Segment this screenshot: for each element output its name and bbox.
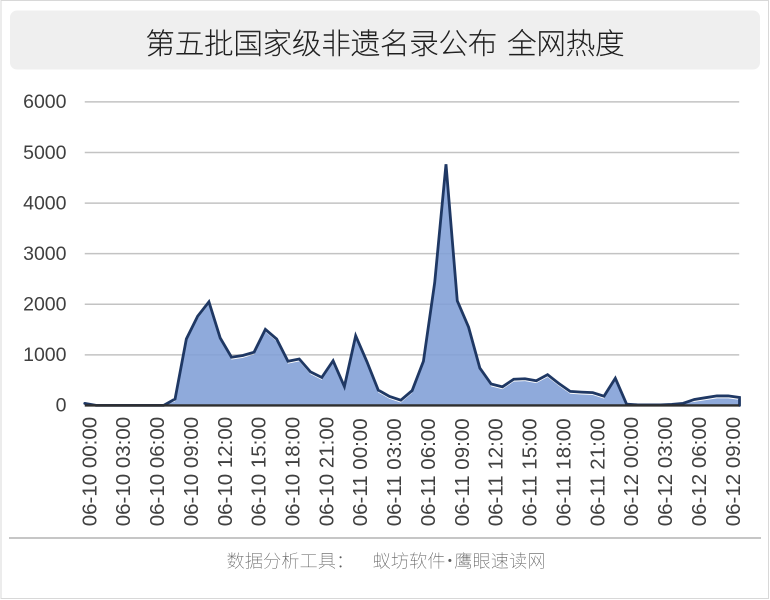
svg-text:3000: 3000 bbox=[23, 243, 67, 265]
svg-text:06-10 15:00: 06-10 15:00 bbox=[248, 417, 271, 526]
svg-text:06-10 18:00: 06-10 18:00 bbox=[282, 417, 305, 526]
svg-text:06-10 03:00: 06-10 03:00 bbox=[112, 417, 135, 526]
svg-text:06-10 12:00: 06-10 12:00 bbox=[214, 417, 237, 526]
svg-text:6000: 6000 bbox=[23, 91, 67, 113]
svg-text:06-10 06:00: 06-10 06:00 bbox=[146, 417, 169, 526]
svg-text:06-10 21:00: 06-10 21:00 bbox=[315, 417, 338, 526]
svg-text:5000: 5000 bbox=[23, 142, 67, 164]
svg-text:06-12 06:00: 06-12 06:00 bbox=[688, 417, 711, 526]
svg-text:06-12 00:00: 06-12 00:00 bbox=[620, 417, 643, 526]
svg-text:0: 0 bbox=[56, 395, 67, 417]
svg-text:06-11 15:00: 06-11 15:00 bbox=[519, 418, 542, 526]
svg-text:2000: 2000 bbox=[23, 294, 67, 316]
svg-text:06-11 03:00: 06-11 03:00 bbox=[383, 418, 406, 526]
svg-text:06-10 00:00: 06-10 00:00 bbox=[78, 417, 101, 526]
svg-text:06-11 09:00: 06-11 09:00 bbox=[451, 418, 474, 526]
svg-text:4000: 4000 bbox=[23, 192, 67, 214]
svg-text:1000: 1000 bbox=[23, 344, 67, 366]
svg-text:06-11 12:00: 06-11 12:00 bbox=[485, 418, 508, 526]
svg-text:06-11 18:00: 06-11 18:00 bbox=[552, 418, 575, 526]
svg-text:06-11 21:00: 06-11 21:00 bbox=[586, 418, 609, 526]
svg-text:06-12 03:00: 06-12 03:00 bbox=[654, 417, 677, 526]
svg-text:06-12 09:00: 06-12 09:00 bbox=[722, 417, 745, 526]
svg-text:06-11 00:00: 06-11 00:00 bbox=[349, 418, 372, 526]
svg-text:06-11 06:00: 06-11 06:00 bbox=[417, 418, 440, 526]
svg-text:06-10 09:00: 06-10 09:00 bbox=[180, 417, 203, 526]
